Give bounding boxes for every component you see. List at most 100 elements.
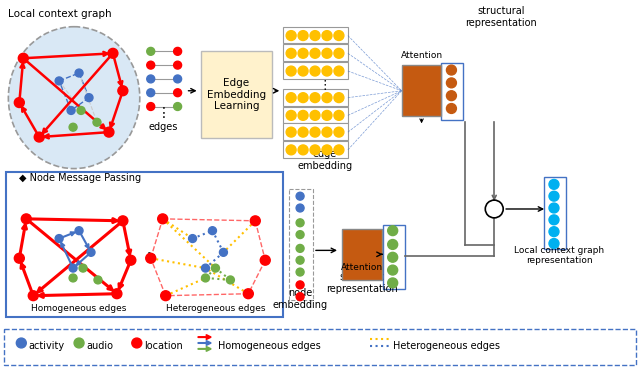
Circle shape xyxy=(296,281,304,289)
Circle shape xyxy=(447,65,456,75)
Text: ◆ Node Message Passing: ◆ Node Message Passing xyxy=(19,174,141,184)
Circle shape xyxy=(69,123,77,131)
Circle shape xyxy=(298,48,308,58)
Circle shape xyxy=(298,127,308,137)
Circle shape xyxy=(334,127,344,137)
Circle shape xyxy=(322,127,332,137)
Bar xyxy=(6,172,283,317)
Circle shape xyxy=(75,69,83,77)
Circle shape xyxy=(296,256,304,264)
Bar xyxy=(283,62,348,79)
Text: edge
embedding: edge embedding xyxy=(298,149,353,171)
Text: Local context graph
representation: Local context graph representation xyxy=(514,246,604,265)
Circle shape xyxy=(147,47,155,55)
Text: Homogeneous edges: Homogeneous edges xyxy=(218,341,321,351)
Circle shape xyxy=(286,111,296,120)
Circle shape xyxy=(296,268,304,276)
Circle shape xyxy=(260,255,270,265)
Circle shape xyxy=(202,274,209,282)
Circle shape xyxy=(322,48,332,58)
Text: ⋮: ⋮ xyxy=(157,106,171,120)
Circle shape xyxy=(79,264,87,272)
Circle shape xyxy=(173,47,182,55)
Text: location: location xyxy=(144,341,182,351)
Circle shape xyxy=(310,111,320,120)
Circle shape xyxy=(286,145,296,155)
Circle shape xyxy=(74,338,84,348)
Circle shape xyxy=(21,214,31,224)
Text: activity: activity xyxy=(28,341,65,351)
Circle shape xyxy=(549,191,559,201)
Circle shape xyxy=(447,104,456,114)
Text: Heterogeneous edges: Heterogeneous edges xyxy=(393,341,500,351)
Circle shape xyxy=(388,278,397,288)
Circle shape xyxy=(549,227,559,236)
Circle shape xyxy=(334,66,344,76)
Circle shape xyxy=(93,118,101,126)
Circle shape xyxy=(35,132,44,142)
Circle shape xyxy=(310,145,320,155)
Circle shape xyxy=(298,111,308,120)
Circle shape xyxy=(55,77,63,85)
Bar xyxy=(289,189,313,300)
Circle shape xyxy=(298,145,308,155)
Circle shape xyxy=(296,293,304,301)
Text: node
embedding: node embedding xyxy=(273,288,328,310)
Circle shape xyxy=(209,227,216,235)
Circle shape xyxy=(286,31,296,40)
Ellipse shape xyxy=(8,27,140,169)
Text: audio: audio xyxy=(86,341,113,351)
Circle shape xyxy=(334,48,344,58)
Circle shape xyxy=(173,89,182,97)
Text: Homogeneous edges: Homogeneous edges xyxy=(31,305,127,313)
Circle shape xyxy=(250,216,260,226)
Bar xyxy=(283,27,348,43)
Circle shape xyxy=(75,227,83,235)
Circle shape xyxy=(296,192,304,200)
Circle shape xyxy=(549,215,559,225)
Text: Local context graph: Local context graph xyxy=(8,9,112,19)
Circle shape xyxy=(310,127,320,137)
Circle shape xyxy=(388,265,397,275)
Circle shape xyxy=(322,111,332,120)
Circle shape xyxy=(286,48,296,58)
Bar xyxy=(342,229,381,280)
Circle shape xyxy=(298,93,308,102)
Circle shape xyxy=(310,48,320,58)
Circle shape xyxy=(118,86,128,96)
Text: ⋮: ⋮ xyxy=(319,79,332,92)
Circle shape xyxy=(147,102,155,111)
Circle shape xyxy=(322,31,332,40)
Circle shape xyxy=(243,289,253,299)
Bar xyxy=(283,107,348,123)
Text: Heterogeneous edges: Heterogeneous edges xyxy=(166,305,265,313)
Circle shape xyxy=(296,231,304,239)
Circle shape xyxy=(211,264,220,272)
Circle shape xyxy=(322,66,332,76)
Circle shape xyxy=(286,66,296,76)
Circle shape xyxy=(87,248,95,256)
Circle shape xyxy=(220,248,227,256)
Text: structural
representation: structural representation xyxy=(465,6,537,28)
Circle shape xyxy=(310,93,320,102)
Circle shape xyxy=(69,274,77,282)
Text: semantic
representation: semantic representation xyxy=(326,272,397,294)
Circle shape xyxy=(310,66,320,76)
Circle shape xyxy=(286,127,296,137)
Bar xyxy=(283,141,348,158)
Circle shape xyxy=(227,276,234,284)
Text: Attention: Attention xyxy=(401,51,443,60)
Circle shape xyxy=(549,239,559,248)
Bar xyxy=(283,44,348,61)
Circle shape xyxy=(147,75,155,83)
Circle shape xyxy=(161,291,171,301)
Circle shape xyxy=(388,239,397,249)
Bar xyxy=(200,51,272,138)
Circle shape xyxy=(118,216,128,226)
Circle shape xyxy=(334,31,344,40)
Circle shape xyxy=(132,338,142,348)
Circle shape xyxy=(286,93,296,102)
Circle shape xyxy=(189,235,196,242)
Circle shape xyxy=(14,98,24,108)
Circle shape xyxy=(334,111,344,120)
